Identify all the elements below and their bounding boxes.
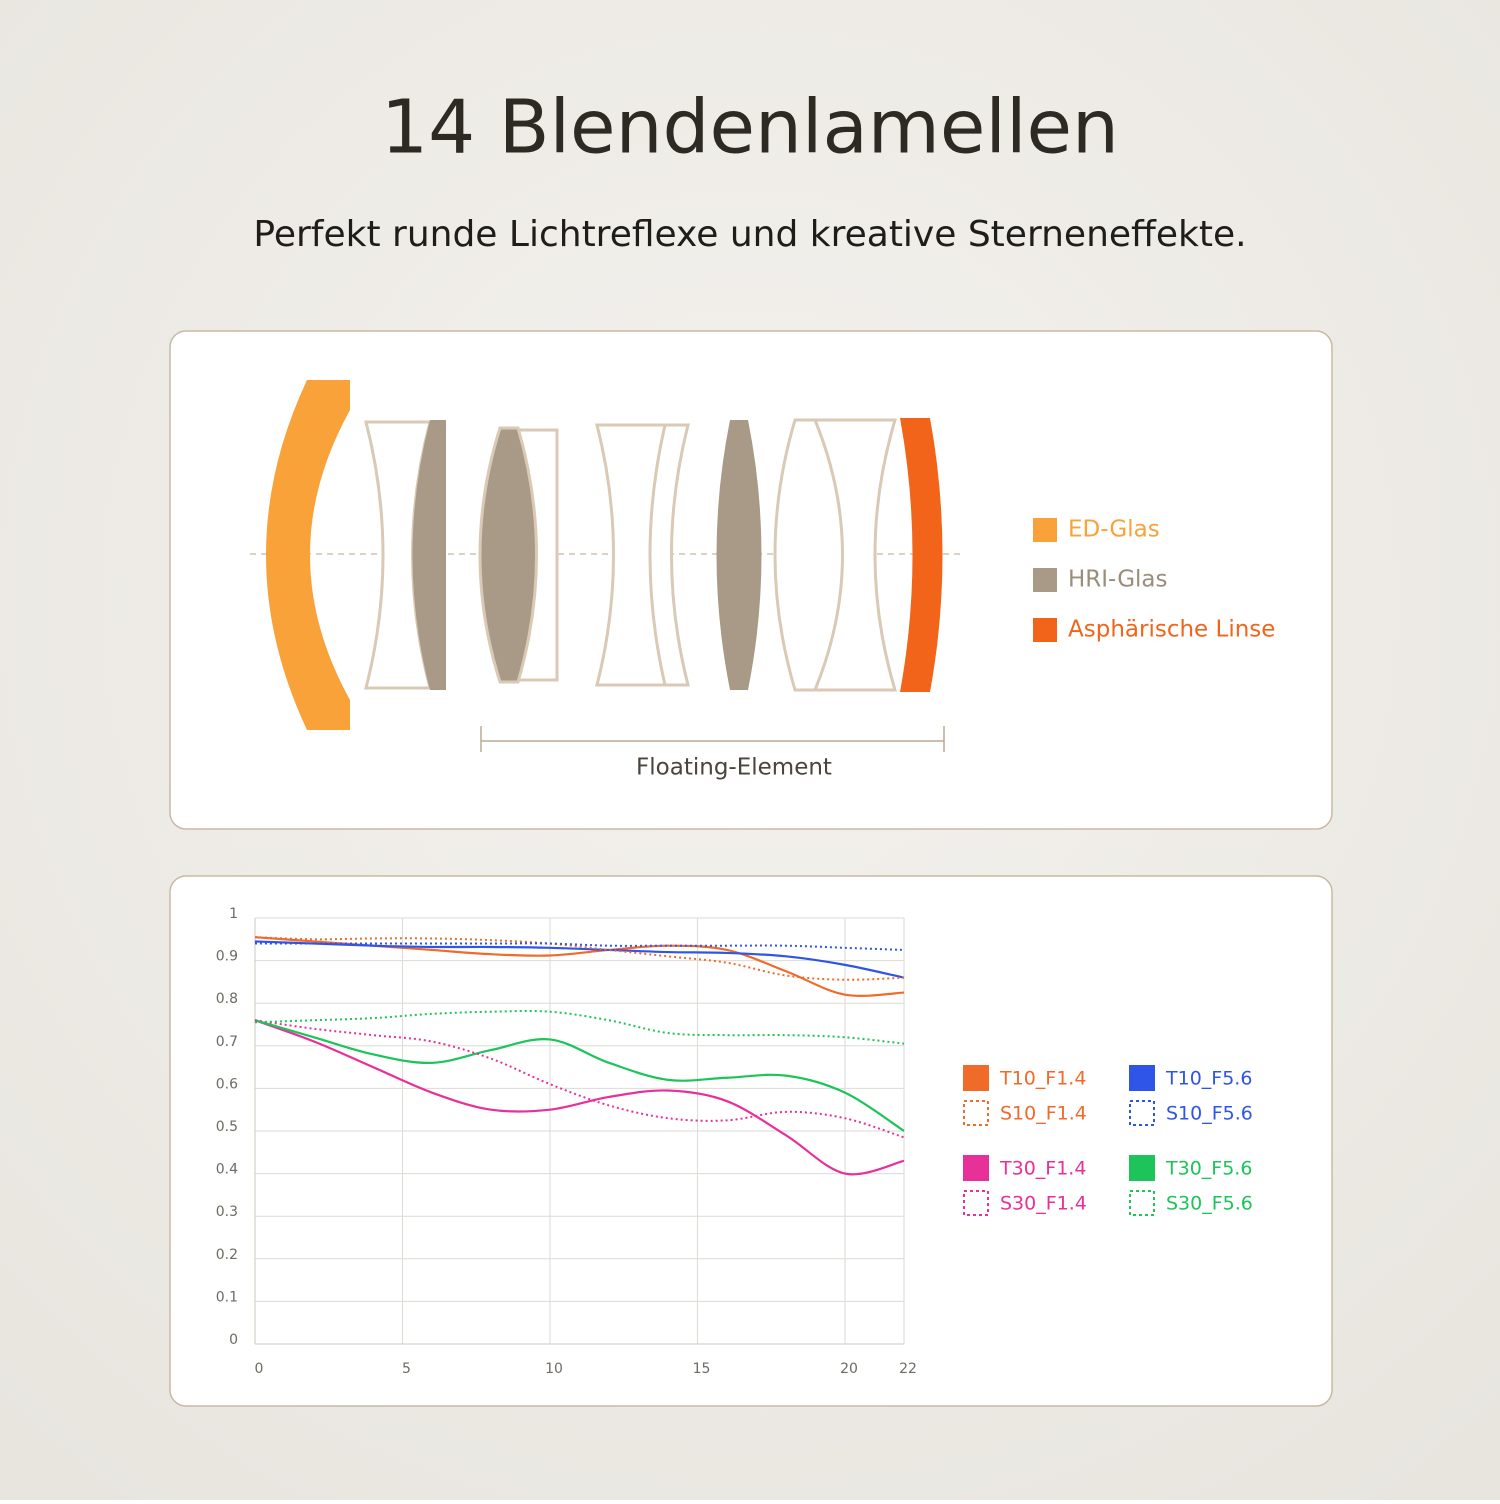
legend-swatch	[1033, 518, 1057, 542]
legend-label: T10_F5.6	[1165, 1068, 1252, 1090]
x-tick-label: 15	[693, 1361, 711, 1377]
legend-swatch	[963, 1065, 989, 1091]
y-tick-label: 0.3	[216, 1204, 238, 1220]
legend-swatch	[1033, 618, 1057, 642]
legend-label: S10_F1.4	[1000, 1103, 1087, 1125]
y-tick-label: 1	[229, 906, 238, 922]
series-line	[254, 942, 905, 951]
legend-label: Asphärische Linse	[1068, 617, 1275, 643]
series-line	[254, 940, 905, 979]
x-tick-label: 20	[840, 1361, 858, 1377]
legend-swatch	[1129, 1190, 1155, 1216]
lens-element	[412, 420, 446, 690]
series-line	[254, 1019, 905, 1132]
y-tick-label: 0.4	[216, 1162, 238, 1178]
y-tick-label: 0.9	[216, 949, 238, 965]
y-tick-label: 0	[229, 1332, 238, 1348]
y-tick-label: 0.1	[216, 1289, 238, 1305]
legend-swatch	[963, 1190, 989, 1216]
legend-swatch	[1033, 568, 1057, 592]
lens-element	[773, 418, 898, 692]
series-line	[254, 1019, 905, 1176]
lens-element	[900, 418, 943, 692]
legend-label: T10_F1.4	[999, 1068, 1086, 1090]
subtitle: Perfekt runde Lichtreflexe und kreative …	[253, 214, 1246, 255]
mtf-chart: 00.10.20.30.40.50.60.70.80.910 5 10 15 20 22T…	[216, 906, 1253, 1377]
lens-diagram	[250, 380, 960, 752]
legend-label: T30_F1.4	[999, 1158, 1086, 1180]
legend-label: ED-Glas	[1068, 517, 1160, 543]
legend-label: HRI-Glas	[1068, 567, 1168, 593]
x-tick-label: 10	[545, 1361, 563, 1377]
floating-bracket	[480, 726, 945, 752]
y-tick-label: 0.5	[216, 1119, 238, 1135]
lens-element	[716, 420, 762, 690]
legend-swatch	[1129, 1155, 1155, 1181]
y-tick-label: 0.7	[216, 1034, 238, 1050]
chart-panel	[169, 875, 1333, 1407]
lens-element	[478, 426, 538, 684]
legend-label: T30_F5.6	[1165, 1158, 1252, 1180]
legend-swatch	[963, 1155, 989, 1181]
lens-interface	[648, 424, 667, 686]
lens-element	[595, 423, 690, 687]
x-tick-label: 22	[899, 1361, 917, 1377]
floating-label: Floating-Element	[636, 755, 832, 781]
y-tick-label: 0.2	[216, 1247, 238, 1263]
legend-label: S30_F5.6	[1166, 1193, 1253, 1215]
legend-swatch	[963, 1100, 989, 1126]
lens-element	[266, 380, 350, 730]
legend-swatch	[1129, 1065, 1155, 1091]
lens-interface	[813, 419, 844, 691]
series-line	[254, 1019, 905, 1139]
x-tick-label: 5	[402, 1361, 411, 1377]
legend-label: S10_F5.6	[1166, 1103, 1253, 1125]
legend-swatch	[1129, 1100, 1155, 1126]
x-tick-label: 0	[255, 1361, 264, 1377]
legend-label: S30_F1.4	[1000, 1193, 1087, 1215]
title: 14 Blendenlamellen	[381, 85, 1119, 171]
y-tick-label: 0.8	[216, 991, 238, 1007]
y-tick-label: 0.6	[216, 1076, 238, 1092]
